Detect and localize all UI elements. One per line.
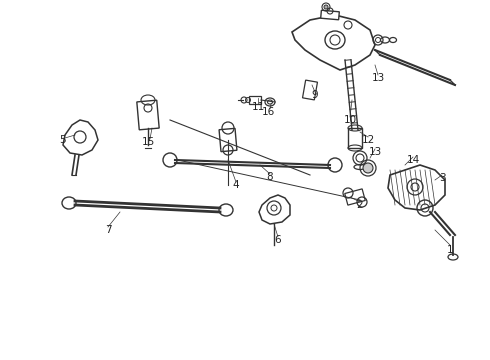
Text: 1: 1 [447, 245, 453, 255]
Bar [137, 100, 159, 130]
Polygon shape [259, 195, 290, 224]
Text: 8: 8 [267, 172, 273, 182]
Text: 4: 4 [233, 180, 239, 190]
Circle shape [324, 5, 328, 9]
Text: 13: 13 [368, 147, 382, 157]
Text: 13: 13 [371, 73, 385, 83]
Text: 14: 14 [406, 155, 419, 165]
Text: 16: 16 [261, 107, 274, 117]
Bar [302, 80, 318, 100]
Bar [348, 128, 362, 148]
Text: 15: 15 [142, 137, 155, 147]
Bar [219, 129, 237, 152]
Text: 5: 5 [59, 135, 65, 145]
Polygon shape [63, 120, 98, 155]
Text: 9: 9 [312, 90, 318, 100]
Text: 11: 11 [251, 102, 265, 112]
Text: 10: 10 [343, 115, 357, 125]
Polygon shape [388, 165, 445, 210]
Bar [345, 189, 365, 205]
Text: 2: 2 [357, 200, 363, 210]
Circle shape [363, 163, 373, 173]
Text: 3: 3 [439, 173, 445, 183]
Polygon shape [292, 15, 375, 70]
Text: 7: 7 [105, 225, 111, 235]
Text: 6: 6 [275, 235, 281, 245]
Bar [249, 96, 261, 104]
Text: 12: 12 [361, 135, 375, 145]
Bar [320, 10, 339, 20]
